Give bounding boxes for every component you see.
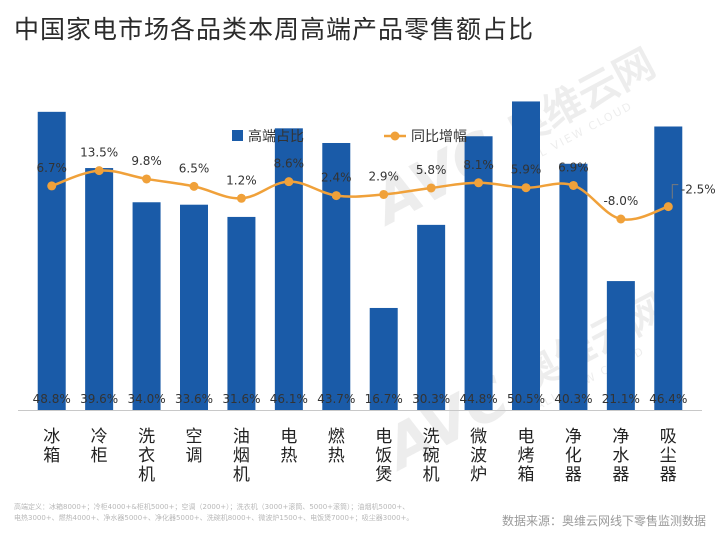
growth-point — [521, 183, 531, 193]
growth-point — [426, 183, 436, 193]
growth-label-leader — [671, 184, 679, 199]
bar-value-label: 33.6% — [175, 392, 213, 406]
growth-point — [284, 177, 294, 187]
source-note: 数据来源：奥维云网线下零售监测数据 — [501, 514, 706, 528]
footnote: 高端定义：冰箱8000+；冷柜4000+&柜机5000+；空调（2000+）；洗… — [14, 502, 484, 524]
growth-value-label: 2.9% — [368, 169, 399, 183]
legend: 高端占比 同比增幅 — [232, 128, 467, 145]
growth-point — [568, 180, 578, 190]
growth-value-label: 1.2% — [226, 173, 257, 187]
bar — [180, 204, 208, 410]
x-tick-label: 电烤箱 — [518, 427, 535, 485]
growth-value-label: 8.1% — [463, 158, 494, 172]
growth-value-label: 6.5% — [179, 161, 210, 175]
growth-value-label: 6.9% — [558, 160, 589, 174]
legend-line-label: 同比增幅 — [411, 129, 467, 145]
x-tick-label: 净化器 — [565, 427, 582, 485]
growth-value-label: 9.8% — [131, 154, 162, 168]
bar — [132, 202, 161, 410]
legend-bar-swatch — [232, 130, 243, 141]
x-tick-label: 吸尘器 — [660, 427, 677, 485]
bar — [227, 216, 256, 410]
chart-title: 中国家电市场各品类本周高端产品零售额占比 — [14, 15, 535, 44]
growth-point — [47, 181, 57, 191]
bar — [369, 307, 398, 410]
bar-value-label: 31.6% — [222, 392, 260, 406]
bar — [512, 101, 540, 410]
bar — [606, 281, 635, 410]
growth-value-label: 5.9% — [511, 163, 542, 177]
bar-value-label: 40.3% — [554, 392, 592, 406]
bar-value-label: 34.0% — [128, 392, 166, 406]
growth-point — [663, 202, 673, 212]
bar — [322, 142, 351, 411]
x-tick-label: 电热 — [280, 427, 297, 466]
growth-value-label: -2.5% — [681, 183, 716, 197]
growth-point — [236, 193, 246, 203]
bar-value-label: 43.7% — [317, 392, 355, 406]
growth-point — [474, 178, 484, 188]
x-tick-label: 冷柜 — [91, 427, 108, 466]
x-tick-label: 洗衣机 — [138, 427, 155, 485]
bar — [654, 126, 683, 410]
growth-point — [142, 174, 152, 184]
bar-value-label: 16.7% — [365, 392, 403, 406]
bar — [417, 224, 446, 410]
x-tick-label: 净水器 — [612, 427, 629, 485]
legend-bar-label: 高端占比 — [248, 128, 304, 145]
bar-value-label: 39.6% — [80, 392, 118, 406]
growth-point — [189, 181, 199, 191]
bar-value-label: 30.3% — [412, 392, 450, 406]
bar-value-label: 46.1% — [270, 392, 308, 406]
bar — [559, 163, 588, 410]
growth-point — [616, 214, 626, 224]
growth-value-label: 6.7% — [36, 161, 67, 175]
footnote-line: 电热3000+、燃热4000+、净水器5000+、净化器5000+、洗碗机800… — [14, 514, 414, 522]
growth-value-label: 5.8% — [416, 163, 447, 177]
growth-point — [331, 191, 341, 201]
growth-value-label: 13.5% — [80, 146, 118, 160]
bar-value-label: 50.5% — [507, 392, 545, 406]
footnote-line: 高端定义：冰箱8000+；冷柜4000+&柜机5000+；空调（2000+）；洗… — [14, 503, 410, 511]
bar — [85, 168, 114, 410]
growth-value-labels: 6.7% 13.5% 9.8% 6.5% 1.2% 8.6% 2.4% 2.9% 5.8% 8.1… — [36, 146, 715, 208]
bars-series — [37, 101, 683, 411]
bar-value-label: 21.1% — [602, 392, 640, 406]
growth-value-label: 2.4% — [321, 171, 352, 185]
bar-value-labels: 48.8% 39.6% 34.0% 33.6% 31.6% 46.1% 43.7% 16.7%… — [33, 392, 688, 406]
bar-value-label: 46.4% — [649, 392, 687, 406]
x-tick-label: 冰箱 — [43, 427, 60, 466]
growth-value-label: 8.6% — [274, 157, 305, 171]
growth-point — [379, 189, 389, 199]
growth-line-series — [47, 166, 673, 224]
x-tick-label: 油烟机 — [233, 427, 250, 485]
bar-value-label: 48.8% — [33, 392, 71, 406]
x-tick-label: 微波炉 — [470, 427, 487, 485]
bar — [464, 136, 493, 410]
x-tick-label: 空调 — [186, 427, 203, 466]
bar-value-label: 44.8% — [460, 392, 498, 406]
x-tick-label: 洗碗机 — [423, 427, 440, 485]
x-tick-label: 燃热 — [328, 427, 345, 466]
growth-point — [94, 166, 104, 176]
bar — [37, 111, 66, 410]
growth-value-label: -8.0% — [603, 194, 638, 208]
legend-line-marker — [390, 131, 400, 141]
bar — [274, 128, 303, 411]
x-tick-label: 电饭煲 — [375, 427, 392, 485]
